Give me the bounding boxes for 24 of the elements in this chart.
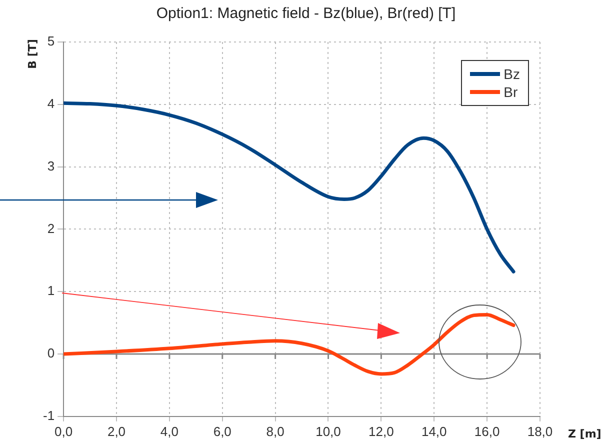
line-series [64, 312, 516, 376]
x-tick-label: 8,0 [266, 424, 284, 439]
x-tick-label: 4,0 [160, 424, 178, 439]
legend-label: Bz [502, 65, 520, 83]
y-tick-label: 4 [47, 96, 55, 111]
x-tick-label: 16,0 [474, 424, 500, 439]
x-tick-label: 14,0 [421, 424, 447, 439]
x-tick-label: 12,0 [368, 424, 394, 439]
y-tick-label: 1 [47, 283, 55, 298]
x-tick-label: 6,0 [213, 424, 232, 439]
y-tick-label: 2 [47, 220, 55, 236]
x-tick-label: 2,0 [107, 424, 126, 439]
line-series [64, 101, 516, 274]
x-tick-label: 18,0 [527, 424, 553, 439]
y-tick-label: 5 [47, 34, 55, 49]
legend-label: Br [502, 83, 519, 101]
chart-title: Option1: Magnetic field - Bz(blue), Br(red) [T] [156, 5, 456, 22]
y-axis-title: B [T] [26, 39, 39, 69]
y-tick-label: -1 [42, 408, 55, 423]
x-tick-label: 0,0 [54, 424, 73, 439]
x-tick-label: 10,0 [316, 424, 341, 439]
y-tick-label: 3 [47, 158, 55, 174]
x-axis-title: Z [m] [568, 427, 602, 440]
y-tick-label: 0 [47, 346, 55, 361]
